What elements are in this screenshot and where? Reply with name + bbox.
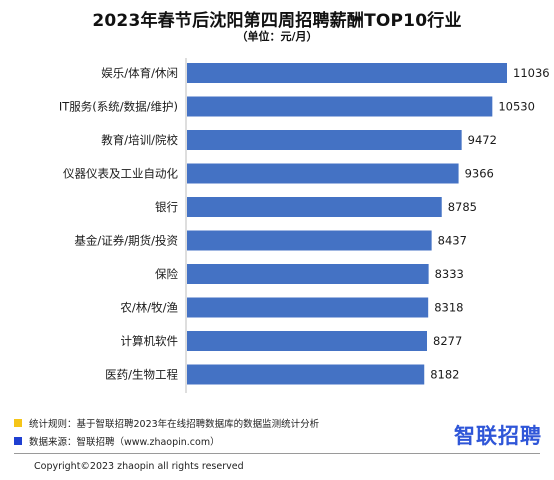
bar bbox=[187, 297, 429, 318]
bar bbox=[187, 163, 459, 184]
category-label: 娱乐/体育/休闲 bbox=[101, 66, 178, 80]
category-label: 农/林/牧/渔 bbox=[120, 301, 178, 315]
chart-subtitle: （单位：元/月） bbox=[236, 30, 318, 43]
bar bbox=[187, 197, 442, 217]
category-label: 基金/证券/期货/投资 bbox=[74, 234, 178, 248]
bar-value-label: 9472 bbox=[468, 133, 497, 147]
stat-rule-note: 统计规则：基于智联招聘2023年在线招聘数据库的数据监测统计分析 bbox=[14, 416, 319, 430]
chart-title: 2023年春节后沈阳第四周招聘薪酬TOP10行业 bbox=[92, 11, 462, 31]
category-label: 保险 bbox=[155, 267, 178, 281]
bar bbox=[187, 96, 493, 117]
stat-rule-text: 统计规则：基于智联招聘2023年在线招聘数据库的数据监测统计分析 bbox=[29, 419, 320, 430]
category-label: IT服务(系统/数据/维护) bbox=[59, 100, 178, 114]
bar bbox=[187, 63, 507, 83]
bar bbox=[187, 331, 427, 351]
bar bbox=[187, 364, 425, 385]
bar-value-label: 8437 bbox=[438, 234, 467, 248]
bar-value-label: 8277 bbox=[433, 334, 462, 348]
footer-divider bbox=[14, 453, 540, 454]
copyright-text: Copyright©2023 zhaopin all rights reserv… bbox=[34, 461, 244, 472]
category-label: 教育/培训/院校 bbox=[101, 133, 178, 147]
bar-chart: 娱乐/体育/休闲 11036 IT服务(系统/数据/维护) 10530 教育/培训/院校… bbox=[59, 58, 550, 393]
category-label: 银行 bbox=[155, 200, 178, 214]
bar bbox=[187, 130, 462, 150]
bar-value-label: 10530 bbox=[498, 100, 535, 114]
blue-square-icon bbox=[14, 437, 22, 445]
bar bbox=[187, 230, 432, 251]
data-source-text: 数据来源：智联招聘（www.zhaopin.com） bbox=[29, 437, 220, 448]
bar-value-label: 9366 bbox=[465, 167, 494, 181]
data-source-note: 数据来源：智联招聘（www.zhaopin.com） bbox=[14, 434, 220, 448]
yellow-square-icon bbox=[14, 419, 22, 427]
bar-value-label: 8333 bbox=[435, 267, 464, 281]
zhaopin-logo: 智联招聘 bbox=[454, 424, 542, 448]
category-label: 计算机软件 bbox=[121, 334, 179, 348]
bar bbox=[187, 264, 429, 284]
bar-value-label: 8785 bbox=[448, 200, 477, 214]
bar-value-label: 11036 bbox=[513, 66, 550, 80]
bar-value-label: 8318 bbox=[434, 301, 463, 315]
bar-value-label: 8182 bbox=[430, 368, 459, 382]
category-label: 医药/生物工程 bbox=[105, 368, 178, 382]
category-label: 仪器仪表及工业自动化 bbox=[63, 167, 178, 181]
